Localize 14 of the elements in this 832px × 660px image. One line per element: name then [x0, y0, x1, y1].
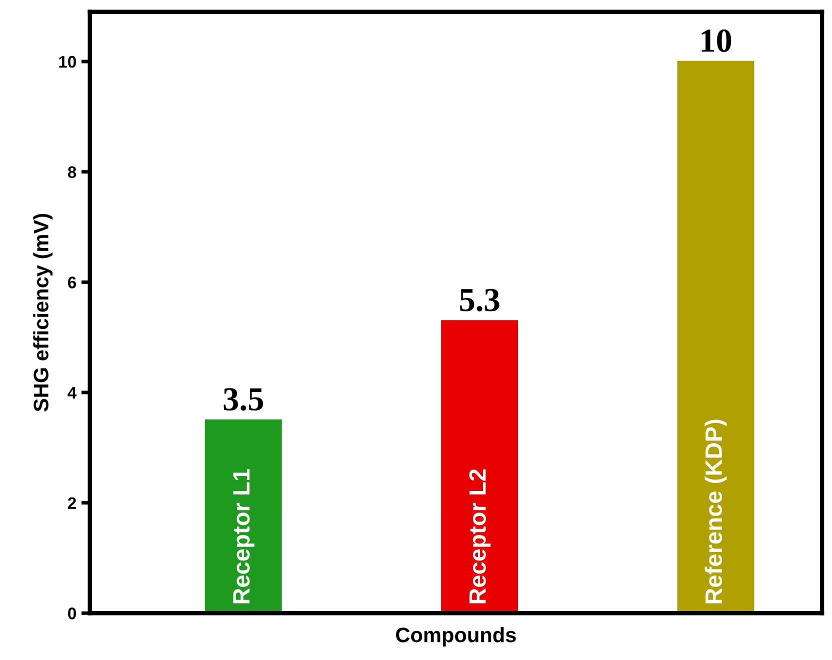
y-tick-label: 0	[68, 608, 76, 620]
y-tick-label: 10	[59, 56, 76, 68]
data-label: 3.5	[224, 388, 263, 411]
x-tick-label: Receptor L2	[469, 469, 491, 604]
y-tick-label: 6	[68, 276, 76, 288]
y-tick-label: 2	[68, 497, 76, 509]
x-tick-label: Reference (KDP)	[704, 420, 727, 604]
data-label: 5.3	[460, 288, 500, 312]
y-axis-title: SHG efficiency (mV)	[33, 214, 53, 412]
data-label: 10	[702, 30, 732, 52]
x-axis-title: Compounds	[396, 627, 516, 646]
y-tick-label: 8	[68, 166, 76, 178]
x-tick-label: Receptor L1	[233, 469, 254, 604]
y-tick-label: 4	[68, 387, 77, 399]
